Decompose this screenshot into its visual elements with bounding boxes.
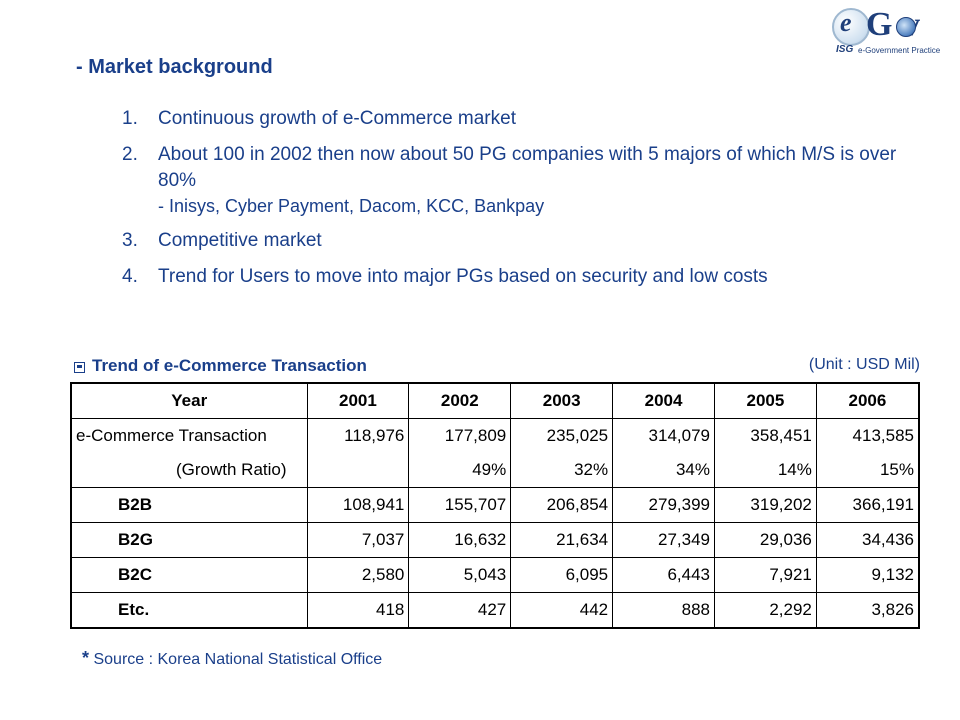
table-cell: 9,132 bbox=[815, 557, 920, 593]
table-cell: 32% bbox=[510, 453, 614, 488]
table-cell: 2,580 bbox=[306, 557, 410, 593]
bullet-number: 2. bbox=[122, 144, 138, 165]
logo-e-letter: e bbox=[840, 8, 852, 37]
bullet-number: 1. bbox=[122, 108, 138, 129]
table-cell: 413,585 bbox=[815, 418, 920, 453]
bullet-text: Trend for Users to move into major PGs b… bbox=[158, 266, 768, 287]
row-label: B2C bbox=[70, 557, 308, 593]
square-bullet-icon bbox=[74, 362, 85, 373]
table-cell: 314,079 bbox=[612, 418, 715, 453]
bullet-text: Continuous growth of e-Commerce market bbox=[158, 108, 516, 129]
e-circle-icon bbox=[832, 8, 870, 46]
header-2006: 2006 bbox=[815, 382, 920, 419]
source-text: Source : Korea National Statistical Offi… bbox=[93, 651, 383, 668]
table-cell: 16,632 bbox=[408, 522, 512, 558]
table-cell: 15% bbox=[815, 453, 920, 488]
bullet-item: 1. Continuous growth of e-Commerce marke… bbox=[122, 106, 922, 132]
table-row-b2g: B2G 7,037 16,632 21,634 27,349 29,036 34… bbox=[70, 522, 920, 558]
row-label: B2B bbox=[70, 487, 308, 523]
table-cell: 5,043 bbox=[408, 557, 512, 593]
table-row-b2b: B2B 108,941 155,707 206,854 279,399 319,… bbox=[70, 487, 920, 523]
section-title: - Market background bbox=[76, 56, 273, 78]
table-cell: 155,707 bbox=[408, 487, 512, 523]
table-cell: 21,634 bbox=[510, 522, 614, 558]
logo-practice: e-Government Practice bbox=[858, 46, 941, 55]
egov-logo: e G v ISG e-Government Practice bbox=[832, 6, 950, 60]
table-cell: 108,941 bbox=[306, 487, 410, 523]
bullet-item: 4. Trend for Users to move into major PG… bbox=[122, 264, 922, 290]
bullet-item: 2. About 100 in 2002 then now about 50 P… bbox=[122, 142, 922, 218]
table-cell: 27,349 bbox=[612, 522, 715, 558]
header-year: Year bbox=[70, 382, 308, 419]
table-cell: 888 bbox=[612, 592, 715, 629]
bullet-number: 4. bbox=[122, 266, 138, 287]
table-header-row: Year 2001 2002 2003 2004 2005 2006 bbox=[70, 382, 920, 419]
table-cell: 6,443 bbox=[612, 557, 715, 593]
table-cell: 279,399 bbox=[612, 487, 715, 523]
table-cell: 418 bbox=[306, 592, 410, 629]
header-2002: 2002 bbox=[408, 382, 512, 419]
table-row-growth: (Growth Ratio) 49% 32% 34% 14% 15% bbox=[70, 453, 920, 488]
table-cell: 34% bbox=[612, 453, 715, 488]
header-2005: 2005 bbox=[714, 382, 817, 419]
row-label: B2G bbox=[70, 522, 308, 558]
table-cell: 14% bbox=[714, 453, 817, 488]
table-cell: 358,451 bbox=[714, 418, 817, 453]
table-header: Trend of e-Commerce Transaction (Unit : … bbox=[74, 356, 920, 380]
logo-isg: ISG bbox=[836, 44, 854, 55]
header-2001: 2001 bbox=[306, 382, 410, 419]
globe-icon bbox=[896, 17, 916, 37]
table-cell: 177,809 bbox=[408, 418, 512, 453]
table-cell: 7,037 bbox=[306, 522, 410, 558]
table-cell: 206,854 bbox=[510, 487, 614, 523]
table-cell: 2,292 bbox=[714, 592, 817, 629]
table-cell: 29,036 bbox=[714, 522, 817, 558]
table-row-etc: Etc. 418 427 442 888 2,292 3,826 bbox=[70, 592, 920, 629]
row-label: e-Commerce Transaction bbox=[70, 418, 308, 453]
source-star: * bbox=[82, 648, 90, 668]
table-unit: (Unit : USD Mil) bbox=[808, 356, 920, 373]
bullet-text: About 100 in 2002 then now about 50 PG c… bbox=[158, 144, 897, 191]
table-cell: 235,025 bbox=[510, 418, 614, 453]
table-cell: 6,095 bbox=[510, 557, 614, 593]
header-2003: 2003 bbox=[510, 382, 614, 419]
bullet-number: 3. bbox=[122, 230, 138, 251]
bullet-subtext: - Inisys, Cyber Payment, Dacom, KCC, Ban… bbox=[158, 196, 545, 216]
table-cell: 118,976 bbox=[306, 418, 410, 453]
table-cell: 366,191 bbox=[815, 487, 920, 523]
row-label: (Growth Ratio) bbox=[70, 453, 308, 488]
bullet-item: 3. Competitive market bbox=[122, 228, 922, 254]
table-cell: 7,921 bbox=[714, 557, 817, 593]
row-label: Etc. bbox=[70, 592, 308, 629]
bullet-text: Competitive market bbox=[158, 230, 322, 251]
table-cell: 319,202 bbox=[714, 487, 817, 523]
table-cell: 442 bbox=[510, 592, 614, 629]
table-cell: 3,826 bbox=[815, 592, 920, 629]
header-2004: 2004 bbox=[612, 382, 715, 419]
transaction-table: Year 2001 2002 2003 2004 2005 2006 e-Com… bbox=[70, 382, 920, 629]
table-cell: 49% bbox=[408, 453, 512, 488]
bullet-list: 1. Continuous growth of e-Commerce marke… bbox=[122, 106, 922, 300]
table-title: Trend of e-Commerce Transaction bbox=[92, 356, 367, 375]
table-row-b2c: B2C 2,580 5,043 6,095 6,443 7,921 9,132 bbox=[70, 557, 920, 593]
table-cell bbox=[306, 453, 410, 488]
source-note: * Source : Korea National Statistical Of… bbox=[82, 648, 382, 669]
table-row-ecommerce: e-Commerce Transaction 118,976 177,809 2… bbox=[70, 418, 920, 453]
table-cell: 34,436 bbox=[815, 522, 920, 558]
table-cell: 427 bbox=[408, 592, 512, 629]
